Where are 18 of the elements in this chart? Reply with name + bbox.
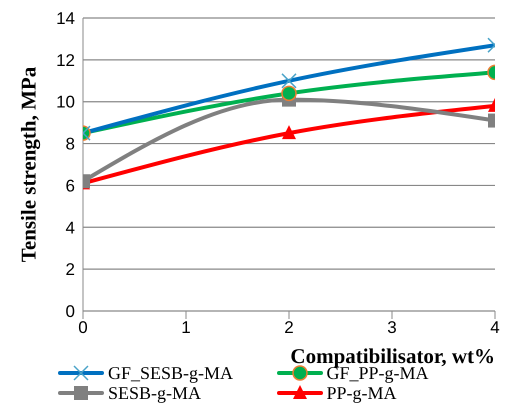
y-tick-label: 12 xyxy=(56,50,75,70)
legend-label: PP-g-MA xyxy=(326,383,397,403)
y-tick-label: 8 xyxy=(66,134,75,154)
x-tick-label: 4 xyxy=(490,318,500,338)
x-tick-label: 3 xyxy=(387,318,397,338)
y-tick-label: 2 xyxy=(66,260,75,280)
y-tick-label: 10 xyxy=(56,92,75,112)
x-tick-label: 2 xyxy=(284,318,294,338)
x-axis-title: Compatibilisator, wt% xyxy=(290,344,495,368)
legend-label: GF_SESB-g-MA xyxy=(108,363,234,383)
y-tick-label: 14 xyxy=(56,9,75,28)
x-tick-label: 0 xyxy=(78,318,88,338)
x-tick-label: 1 xyxy=(181,318,191,338)
y-tick-label: 6 xyxy=(66,176,75,196)
y-axis-title: Tensile strength, MPa xyxy=(16,66,40,262)
y-tick-label: 4 xyxy=(66,218,75,238)
y-tick-label: 0 xyxy=(66,302,75,322)
legend-label: SESB-g-MA xyxy=(108,383,202,403)
